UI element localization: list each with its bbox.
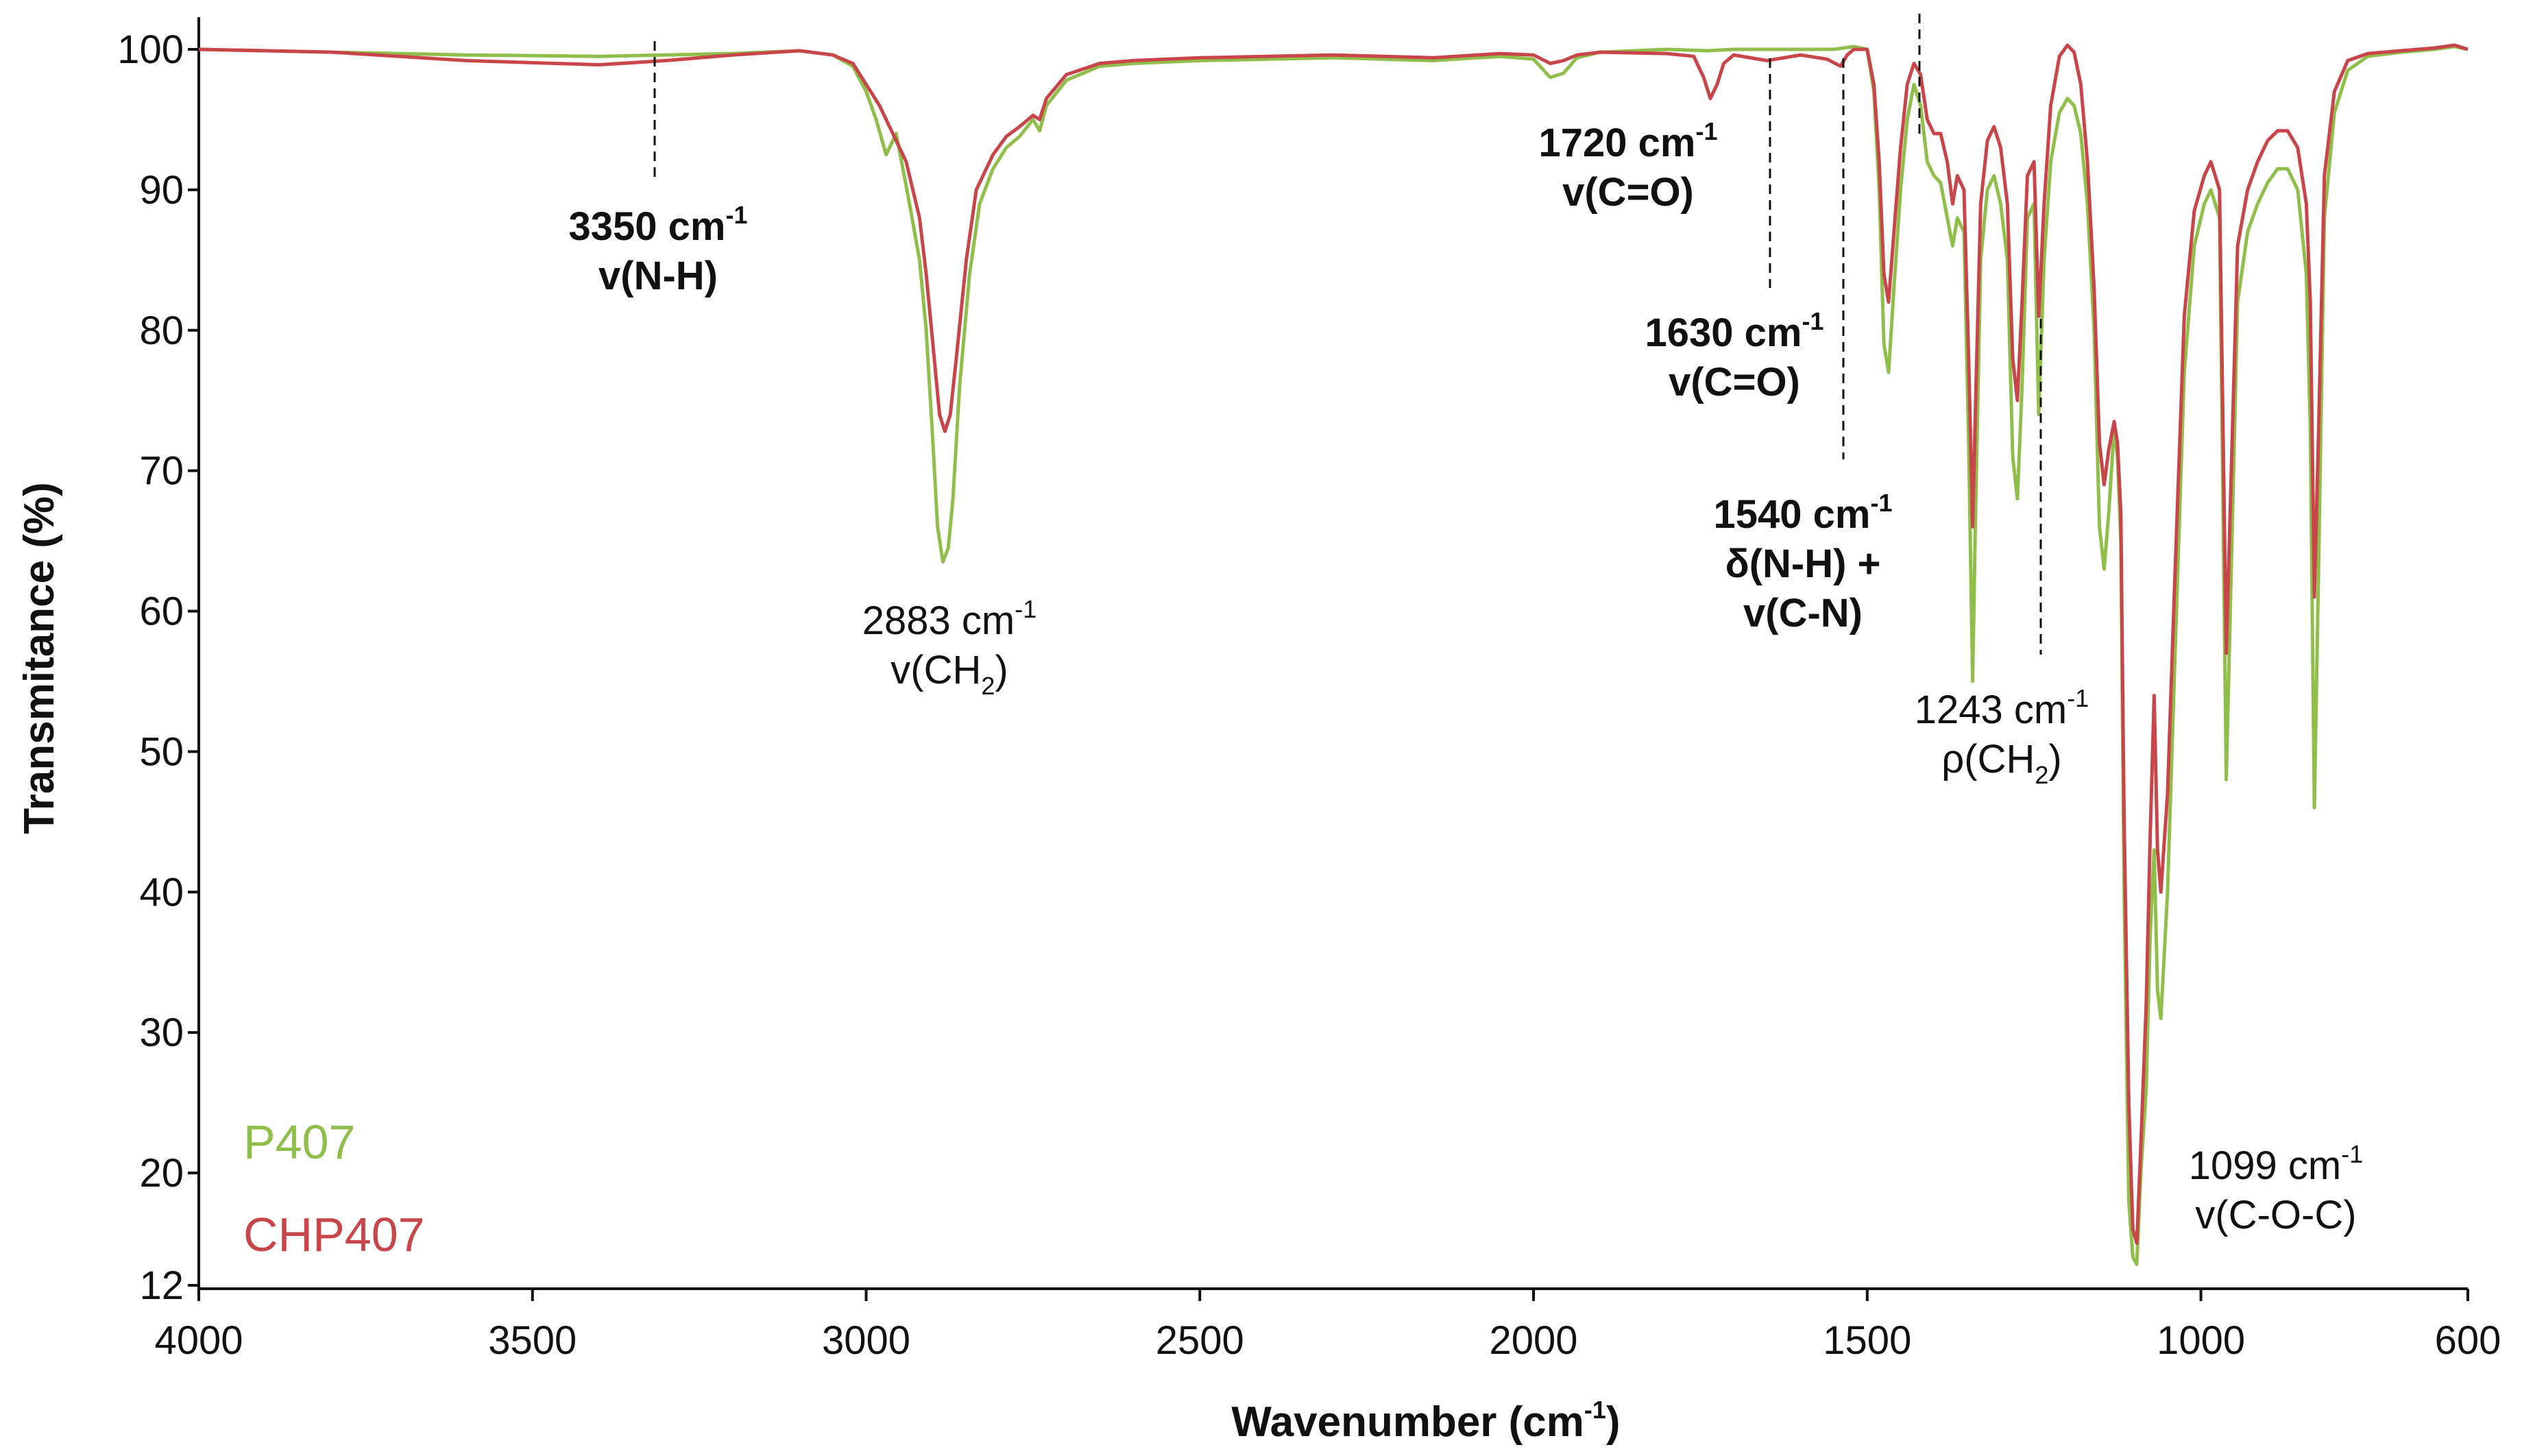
annotation-label-1720: 1720 cm-1: [1539, 117, 1718, 165]
annotation-layer: 3350 cm-1 v(N-H) 2883 cm-1 v(CH2) 1720 cm-1 v…: [569, 14, 2363, 1237]
y-tick-label: 20: [139, 1151, 184, 1196]
annotation-label-2883: 2883 cm-1: [862, 595, 1036, 643]
x-axis-title-sup: -1: [1584, 1396, 1606, 1424]
annotation-assignment-1630: v(C=O): [1669, 360, 1800, 404]
y-tick-label: 70: [139, 449, 184, 494]
legend: P407 CHP407: [243, 1115, 425, 1261]
annotation-assignment-3350: v(N-H): [598, 254, 718, 298]
x-tick-label: 1000: [2157, 1318, 2245, 1363]
x-tick-label: 600: [2435, 1318, 2501, 1363]
x-tick-label: 2500: [1156, 1318, 1244, 1363]
annotation-label-1540: 1540 cm-1: [1714, 489, 1893, 537]
y-tick-label: 90: [139, 168, 184, 213]
annotation-assignment2-1540: v(C-N): [1743, 591, 1863, 635]
x-tick-label: 2000: [1490, 1318, 1578, 1363]
series-layer: [198, 43, 2469, 1266]
x-tick-label: 4000: [154, 1318, 243, 1363]
y-tick-label: 12: [139, 1263, 184, 1308]
series-line-p407: [198, 45, 2469, 1266]
y-axis-title: Transmitance (%): [16, 482, 63, 834]
annotation-assignment-1099: v(C-O-C): [2195, 1193, 2356, 1237]
annotation-label-3350: 3350 cm-1: [569, 201, 748, 249]
annotation-assignment-1720: v(C=O): [1562, 170, 1694, 215]
x-axis-title-main: Wavenumber (cm: [1231, 1398, 1584, 1446]
annotation-assignment-1540: δ(N-H) +: [1725, 542, 1881, 586]
x-axis-title: Wavenumber (cm-1): [1231, 1396, 1620, 1446]
y-tick-label: 100: [117, 27, 184, 72]
x-tick-label: 1500: [1823, 1318, 1911, 1363]
y-tick-label: 50: [139, 729, 184, 774]
annotation-label-1099: 1099 cm-1: [2189, 1140, 2363, 1188]
y-tick-label: 30: [139, 1010, 184, 1055]
y-ticks: 12 20 30 40 50 60 70 80 90 100: [117, 27, 199, 1308]
series-line-chp407: [198, 43, 2469, 1245]
x-ticks: 4000 3500 3000 2500 2000 1500 1000 600: [154, 1289, 2501, 1363]
x-axis-title-close: ): [1606, 1398, 1621, 1446]
y-tick-label: 60: [139, 590, 184, 634]
legend-entry-p407: P407: [243, 1115, 355, 1169]
annotation-assignment-2883: v(CH2): [890, 648, 1008, 700]
x-tick-label: 3000: [822, 1318, 910, 1363]
annotation-assignment-1243: ρ(CH2): [1941, 737, 2061, 789]
y-tick-label: 80: [139, 308, 184, 353]
legend-entry-chp407: CHP407: [243, 1208, 425, 1261]
annotation-label-1630: 1630 cm-1: [1645, 307, 1824, 355]
annotation-label-1243: 1243 cm-1: [1915, 684, 2089, 732]
x-tick-label: 3500: [488, 1318, 577, 1363]
y-tick-label: 40: [139, 870, 184, 914]
